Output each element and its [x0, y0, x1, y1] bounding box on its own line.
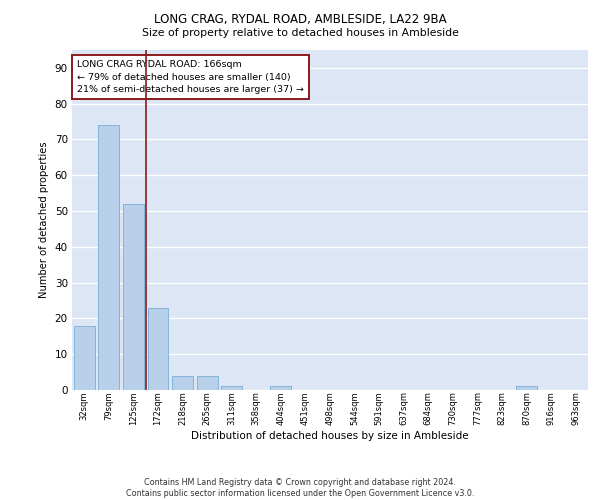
Bar	[98, 125, 119, 390]
Text: Size of property relative to detached houses in Ambleside: Size of property relative to detached ho…	[142, 28, 458, 38]
Bar	[123, 204, 144, 390]
X-axis label: Distribution of detached houses by size in Ambleside: Distribution of detached houses by size …	[191, 431, 469, 441]
Bar	[172, 376, 193, 390]
Text: LONG CRAG, RYDAL ROAD, AMBLESIDE, LA22 9BA: LONG CRAG, RYDAL ROAD, AMBLESIDE, LA22 9…	[154, 12, 446, 26]
Bar	[271, 386, 292, 390]
Y-axis label: Number of detached properties: Number of detached properties	[39, 142, 49, 298]
Bar	[197, 376, 218, 390]
Text: Contains HM Land Registry data © Crown copyright and database right 2024.
Contai: Contains HM Land Registry data © Crown c…	[126, 478, 474, 498]
Text: LONG CRAG RYDAL ROAD: 166sqm
← 79% of detached houses are smaller (140)
21% of s: LONG CRAG RYDAL ROAD: 166sqm ← 79% of de…	[77, 60, 304, 94]
Bar	[148, 308, 169, 390]
Bar	[221, 386, 242, 390]
Bar	[516, 386, 537, 390]
Bar	[74, 326, 95, 390]
